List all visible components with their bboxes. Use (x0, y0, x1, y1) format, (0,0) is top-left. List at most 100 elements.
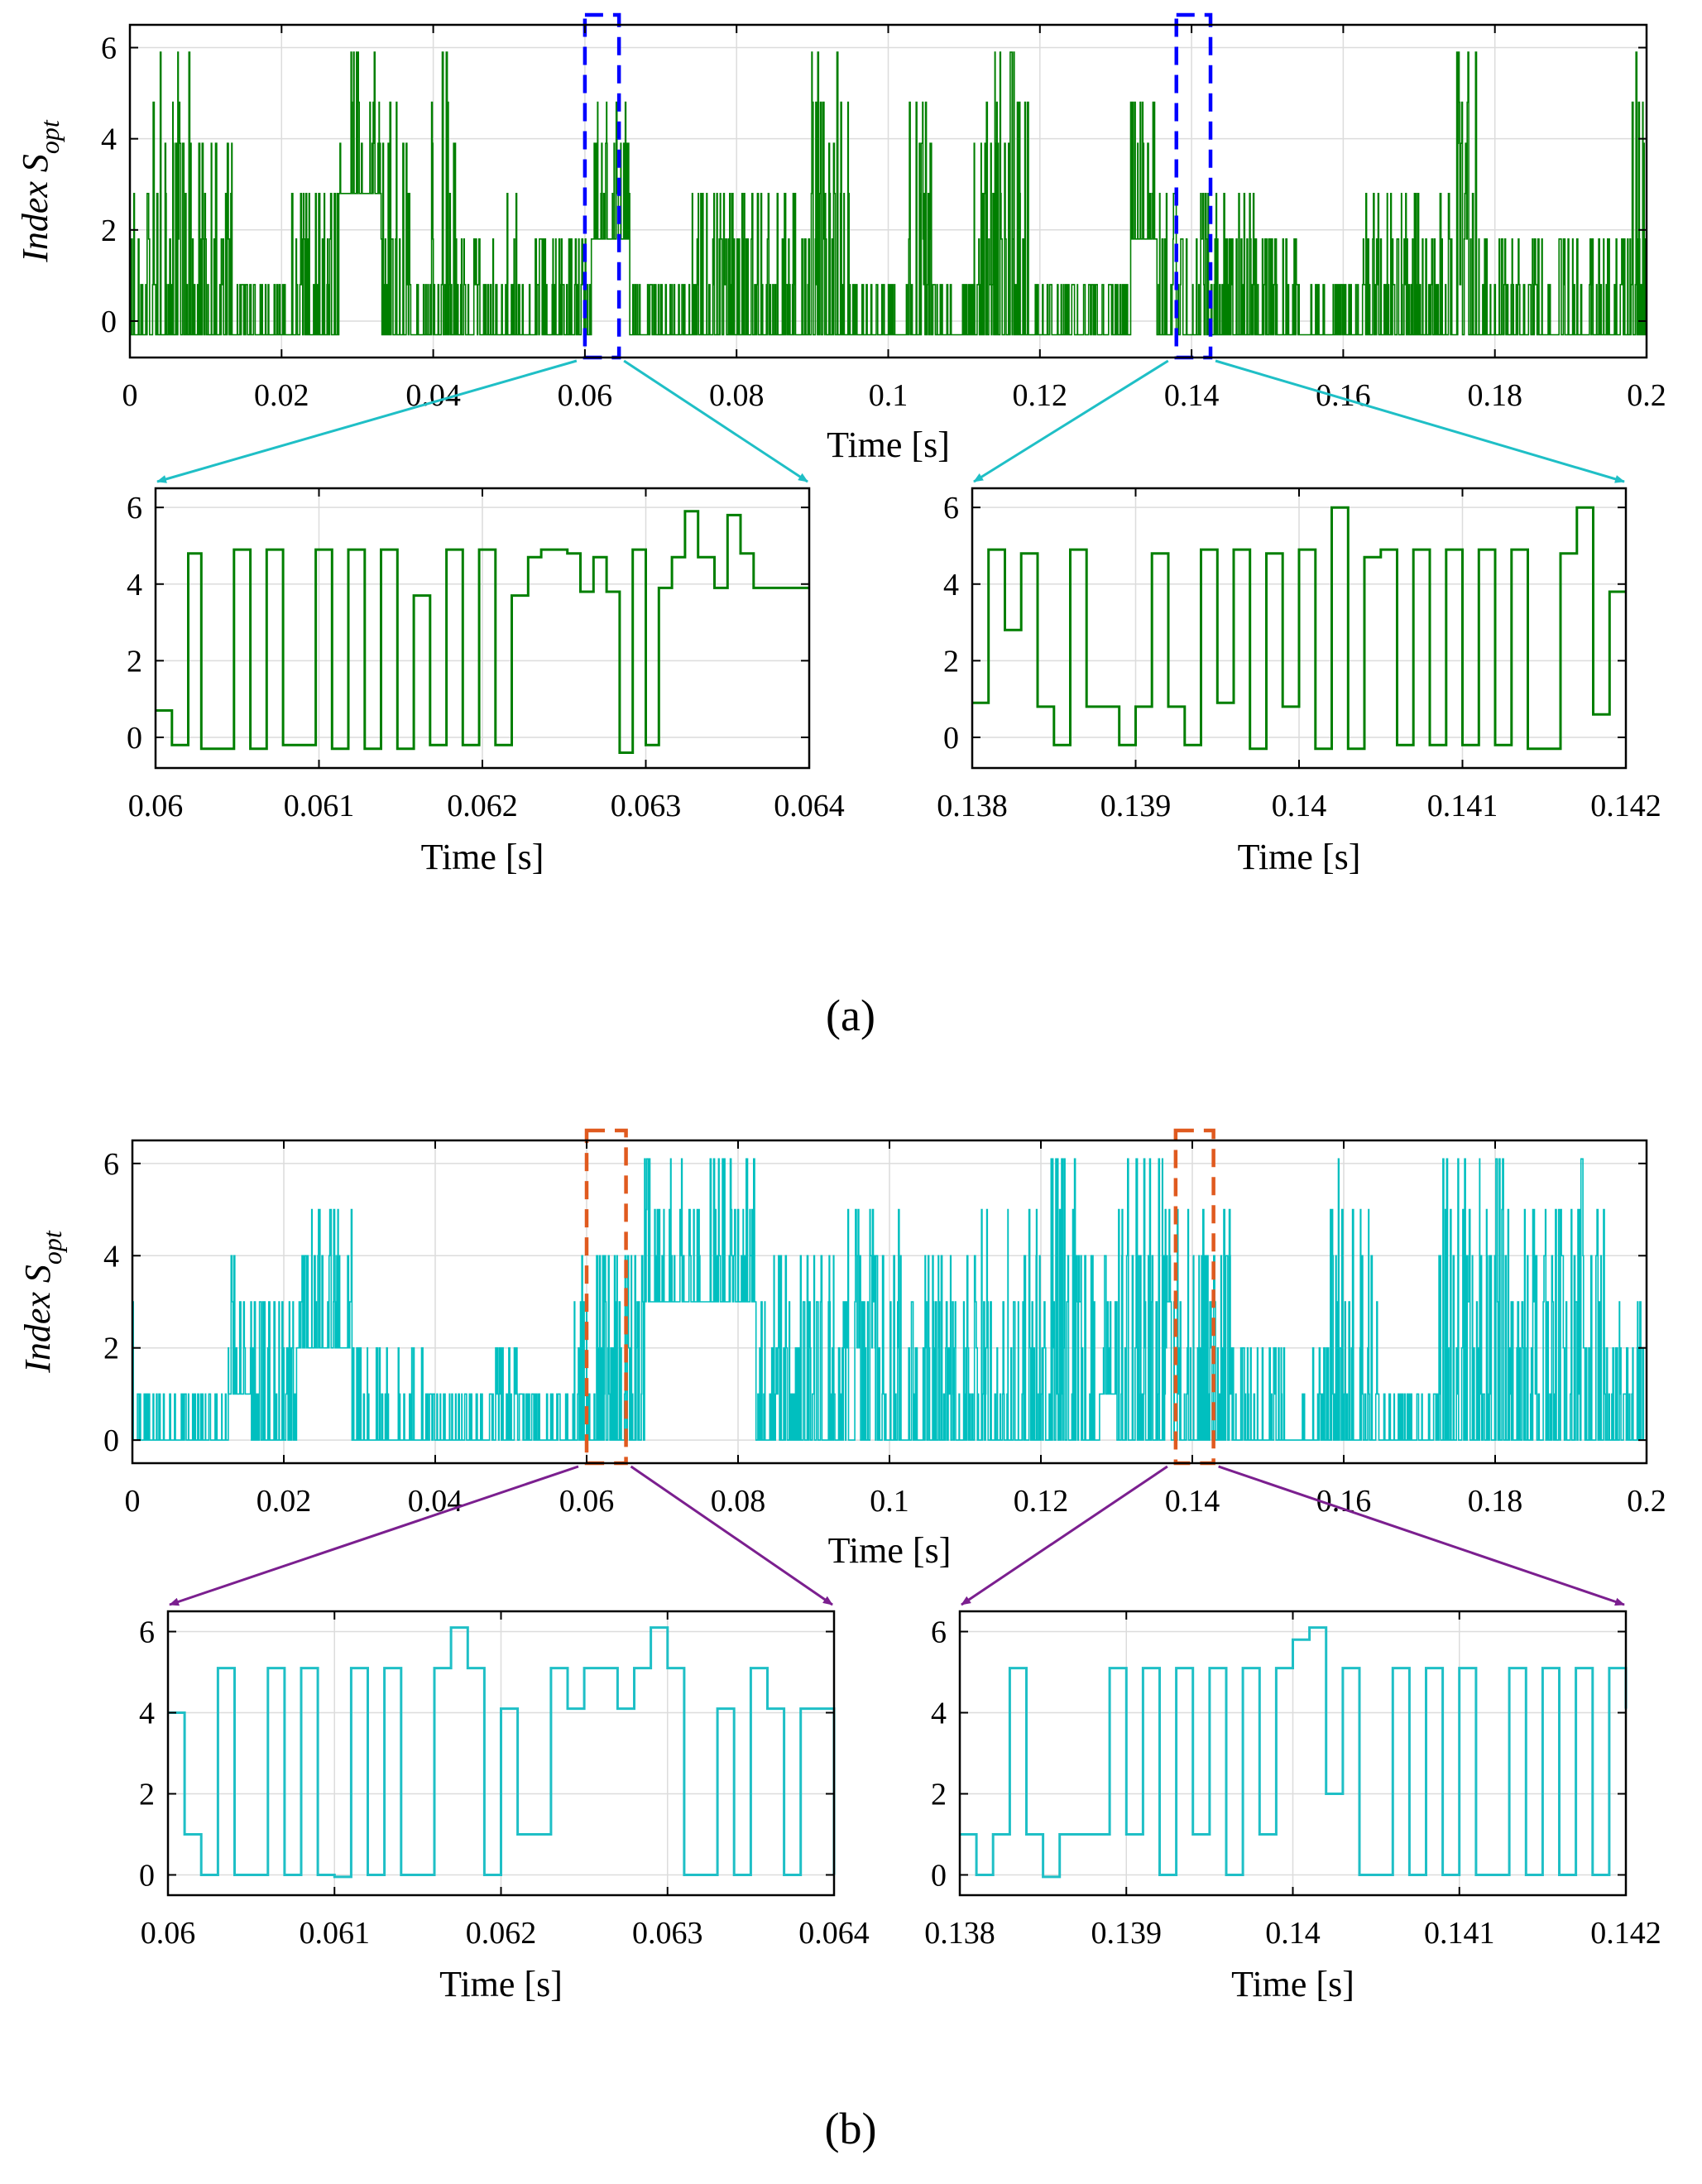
b_zoom1-x-tick-label: 0.061 (300, 1916, 371, 1951)
b_zoom1-y-tick-label: 2 (139, 1778, 155, 1812)
b_main-x-axis-label: Time [s] (828, 1530, 952, 1571)
a_zoom1-step-series (156, 510, 809, 754)
b_main-x-tick-label: 0.1 (870, 1484, 909, 1519)
a_main-x-tick-label: 0.06 (558, 378, 613, 413)
b_zoom2-x-tick-label: 0.14 (1265, 1916, 1321, 1951)
b_zoom1-y-tick-label: 4 (139, 1697, 155, 1731)
a_main-x-tick-label: 0 (122, 378, 138, 413)
b_zoom2-y-tick-label: 0 (931, 1859, 947, 1894)
a_zoom1-x-tick-label: 0.06 (128, 789, 184, 823)
b_zoom2-x-tick-label: 0.142 (1590, 1916, 1661, 1951)
a_zoom2-x-tick-label: 0.14 (1272, 789, 1327, 823)
b_main-y-tick-label: 4 (103, 1239, 119, 1274)
b_zoom1-x-tick-label: 0.06 (141, 1916, 196, 1951)
a_zoom2-y-tick-label: 0 (943, 721, 959, 756)
a_zoom2-x-tick-label: 0.139 (1100, 789, 1172, 823)
a_connectors-arrow-right-2 (1215, 359, 1625, 483)
b_main-x-tick-label: 0.06 (559, 1484, 615, 1519)
a_zoom1-x-tick-label: 0.064 (774, 789, 845, 823)
panel-a-zoom-right-plot: 0.138 0.139 0.14 0.141 0.142 0 2 4 6 Time [s] (937, 487, 1661, 877)
panel-b-zoom-right-plot: 0.138 0.139 0.14 0.141 0.142 0 2 4 6 Time [s] (924, 1610, 1661, 2004)
b_zoom2-x-tick-label: 0.141 (1424, 1916, 1495, 1951)
a_main-x-tick-label: 0.02 (254, 378, 309, 413)
a_zoom2-x-axis-label: Time [s] (1238, 837, 1361, 877)
a_zoom2-y-tick-label: 6 (943, 491, 959, 526)
b_zoom2-y-tick-label: 2 (931, 1778, 947, 1812)
a_main-x-tick-label: 0.12 (1013, 378, 1068, 413)
a_connectors-arrow-left-1 (156, 359, 578, 483)
b_main-y-tick-label: 0 (103, 1423, 119, 1458)
b_zoom2-step-series (960, 1626, 1628, 1879)
b_zoom2-x-axis-label: Time [s] (1231, 1964, 1354, 2004)
a_zoom1-x-tick-label: 0.061 (284, 789, 355, 823)
a_main-zoom-window-1 (583, 12, 621, 360)
b_main-x-tick-label: 0.04 (408, 1484, 463, 1519)
a_main-y-axis-label-main: Index S (15, 154, 55, 263)
a_zoom2-x-tick-label: 0.142 (1590, 789, 1661, 823)
b_main-dense-series (132, 1158, 1647, 1441)
b_main-x-tick-label: 0.14 (1165, 1484, 1220, 1519)
a_zoom2-y-tick-label: 2 (943, 644, 959, 679)
a_zoom2-step-series (972, 506, 1626, 751)
a_connectors-arrow-right-1 (623, 359, 808, 483)
a_main-y-axis-label-subscript: opt (35, 119, 65, 154)
panel-a-main-plot: 0 0.02 0.04 0.06 0.08 0.1 0.12 0.14 0.16 0.18 0.20… (15, 12, 1666, 465)
b_connectors-arrow-right-1 (630, 1465, 833, 1606)
a_main-y-tick-label: 2 (101, 214, 117, 248)
b_main-zoom-window-1 (584, 1128, 628, 1466)
b_connectors-arrow-right-2 (1218, 1465, 1625, 1606)
panel-a-zoom-arrows (156, 359, 1625, 483)
a_zoom1-y-tick-label: 4 (127, 568, 142, 602)
a_zoom1-y-tick-label: 0 (127, 721, 142, 756)
panel-a-zoom-left-plot: 0.06 0.061 0.062 0.063 0.064 0 2 4 6 Time [s] (127, 487, 845, 877)
b_zoom1-x-tick-label: 0.063 (632, 1916, 703, 1951)
a_main-x-tick-label: 0.2 (1627, 378, 1666, 413)
a_zoom2-y-tick-label: 4 (943, 568, 959, 602)
b_main-x-tick-label: 0.18 (1468, 1484, 1523, 1519)
b_main-zoom-window-2 (1173, 1128, 1215, 1466)
b_main-y-axis-label-main: Index S (17, 1265, 58, 1374)
a_main-x-tick-label: 0.18 (1467, 378, 1522, 413)
b_main-x-tick-label: 0.16 (1316, 1484, 1372, 1519)
b_main-y-tick-label: 2 (103, 1332, 119, 1366)
b_zoom1-x-tick-label: 0.062 (466, 1916, 537, 1951)
a_zoom1-x-tick-label: 0.062 (447, 789, 518, 823)
b_zoom1-x-axis-label: Time [s] (439, 1964, 563, 2004)
a_zoom1-y-tick-label: 2 (127, 644, 142, 679)
a_zoom1-x-axis-label: Time [s] (421, 837, 544, 877)
b_connectors-arrow-left-2 (961, 1465, 1168, 1606)
b_zoom2-y-tick-label: 6 (931, 1615, 947, 1650)
panel-b-main-plot: 0 0.02 0.04 0.06 0.08 0.1 0.12 0.14 0.16 0.18 0.2 0… (17, 1128, 1666, 1571)
a_connectors-arrow-left-2 (973, 359, 1169, 483)
a_zoom2-x-tick-label: 0.141 (1427, 789, 1498, 823)
a_main-x-tick-label: 0.08 (709, 378, 765, 413)
b_main-x-tick-label: 0 (125, 1484, 141, 1519)
a_zoom1-x-tick-label: 0.063 (611, 789, 682, 823)
a_zoom2-x-tick-label: 0.138 (937, 789, 1008, 823)
b_zoom2-x-tick-label: 0.138 (924, 1916, 995, 1951)
b_main-x-tick-label: 0.08 (711, 1484, 766, 1519)
caption-b: (b) (825, 2104, 877, 2153)
a_main-dense-series (130, 51, 1647, 336)
panel-b-zoom-left-plot: 0.06 0.061 0.062 0.063 0.064 0 2 4 6 Time [s] (139, 1610, 870, 2004)
b_connectors-arrow-left-1 (169, 1465, 579, 1606)
b_main-x-tick-label: 0.02 (256, 1484, 312, 1519)
panel-b-zoom-arrows (169, 1465, 1625, 1606)
b_main-x-tick-label: 0.12 (1014, 1484, 1069, 1519)
b_zoom2-x-tick-label: 0.139 (1091, 1916, 1163, 1951)
b_zoom2-y-tick-label: 4 (931, 1697, 947, 1731)
caption-a: (a) (826, 991, 875, 1040)
a_main-y-axis-label: Index Sopt (15, 119, 65, 263)
b_main-y-tick-label: 6 (103, 1147, 119, 1182)
a_main-x-axis-label: Time [s] (827, 425, 950, 465)
b_main-y-axis-label-subscript: opt (37, 1230, 67, 1265)
a_main-x-tick-label: 0.1 (869, 378, 909, 413)
b_zoom1-x-tick-label: 0.064 (798, 1916, 870, 1951)
a_zoom1-y-tick-label: 6 (127, 491, 142, 526)
b_zoom1-y-tick-label: 6 (139, 1615, 155, 1650)
a_main-x-tick-label: 0.14 (1164, 378, 1220, 413)
b_main-y-axis-label: Index Sopt (17, 1230, 67, 1374)
b_zoom1-y-tick-label: 0 (139, 1859, 155, 1894)
b_zoom1-step-series (168, 1626, 836, 1879)
